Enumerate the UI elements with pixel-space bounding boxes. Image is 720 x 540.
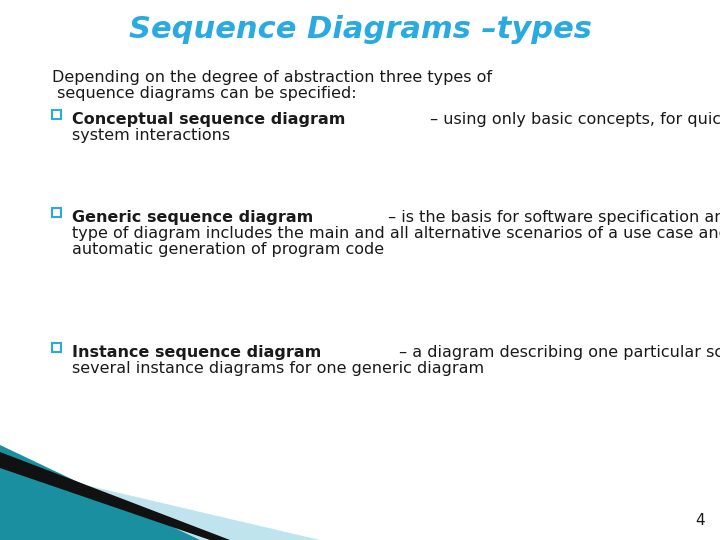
Text: – a diagram describing one particular scenario of a use case; there may be: – a diagram describing one particular sc… [394,345,720,360]
Text: sequence diagrams can be specified:: sequence diagrams can be specified: [52,86,356,101]
Text: Instance sequence diagram: Instance sequence diagram [72,345,321,360]
Text: Sequence Diagrams –types: Sequence Diagrams –types [129,16,591,44]
Polygon shape [0,465,320,540]
Polygon shape [0,452,230,540]
Text: Conceptual sequence diagram: Conceptual sequence diagram [72,112,346,127]
Polygon shape [0,445,200,540]
Text: automatic generation of program code: automatic generation of program code [72,242,384,257]
Text: several instance diagrams for one generic diagram: several instance diagrams for one generi… [72,361,484,376]
Text: Depending on the degree of abstraction three types of: Depending on the degree of abstraction t… [52,70,492,85]
Text: system interactions: system interactions [72,128,230,143]
Text: – using only basic concepts, for quick and general overview of the: – using only basic concepts, for quick a… [425,112,720,127]
Text: Generic sequence diagram: Generic sequence diagram [72,210,313,225]
Text: type of diagram includes the main and all alternative scenarios of a use case an: type of diagram includes the main and al… [72,226,720,241]
Text: – is the basis for software specification and uses all available concepts; this: – is the basis for software specificatio… [383,210,720,225]
Text: 4: 4 [696,513,705,528]
